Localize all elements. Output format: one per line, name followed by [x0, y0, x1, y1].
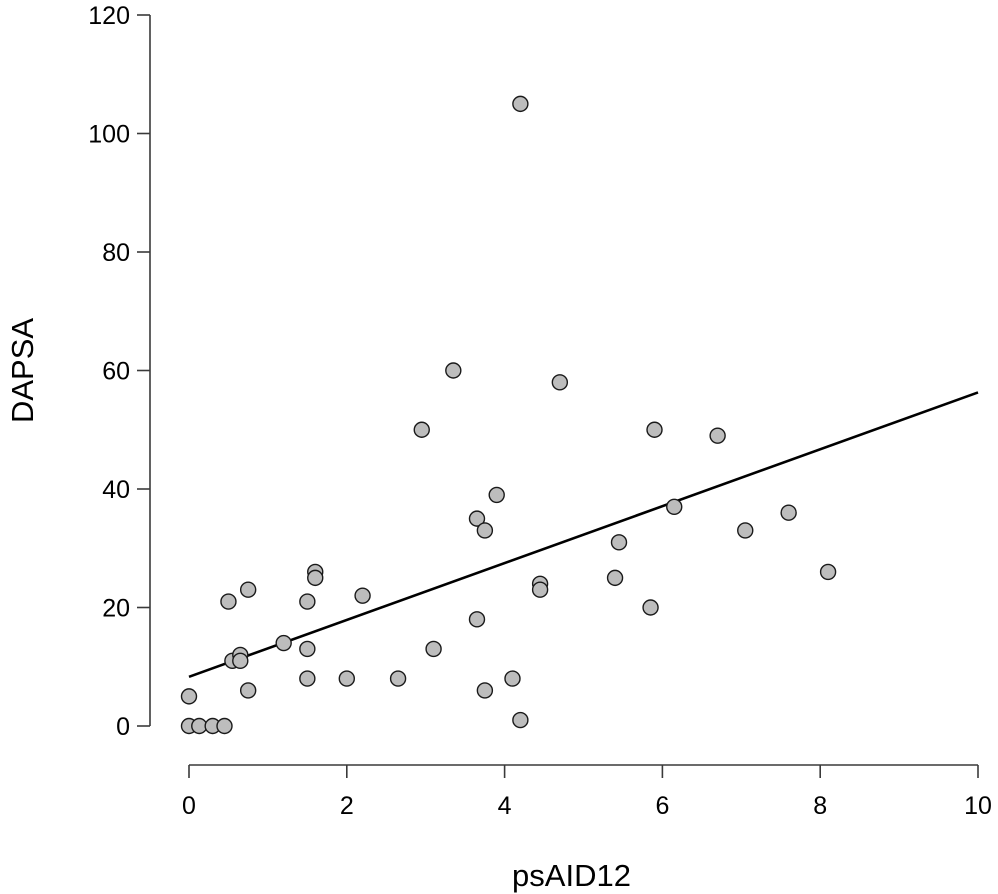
- data-point: [610, 534, 628, 551]
- data-point: [642, 599, 659, 616]
- x-tick-label: 0: [182, 792, 196, 820]
- y-axis: 0 20 40 60 80 100 120: [88, 2, 151, 741]
- data-point: [275, 634, 292, 652]
- data-point: [551, 374, 569, 391]
- data-point: [666, 498, 683, 515]
- data-point: [299, 640, 316, 658]
- data-point: [216, 717, 233, 735]
- data-point: [819, 563, 837, 581]
- data-point: [488, 486, 505, 504]
- y-tick-label: 40: [102, 476, 130, 504]
- x-tick-label: 2: [340, 792, 354, 820]
- data-point: [389, 670, 407, 687]
- data-point: [512, 711, 529, 729]
- y-axis-title: DAPSA: [5, 318, 40, 423]
- data-point: [354, 587, 371, 604]
- data-point: [299, 593, 316, 610]
- x-axis: 0 2 4 6 8 10: [182, 764, 992, 820]
- data-point: [307, 569, 324, 587]
- y-tick-label: 0: [116, 713, 130, 741]
- data-point: [425, 640, 442, 658]
- data-point: [180, 688, 198, 705]
- data-point: [780, 504, 797, 521]
- data-point: [476, 522, 494, 539]
- data-points: [180, 95, 837, 735]
- y-tick-label: 80: [102, 239, 130, 267]
- x-tick-label: 10: [964, 792, 992, 820]
- data-point: [445, 362, 462, 379]
- data-point: [476, 682, 494, 699]
- data-point: [338, 670, 355, 687]
- x-tick-label: 8: [813, 792, 827, 820]
- regression-line: [188, 391, 979, 679]
- data-point: [646, 421, 663, 438]
- data-point: [413, 421, 430, 438]
- y-ticks: 0 20 40 60 80 100 120: [88, 2, 150, 741]
- data-point: [737, 522, 754, 539]
- data-point: [299, 670, 316, 687]
- data-point: [239, 581, 257, 598]
- data-point: [239, 682, 257, 699]
- y-tick-label: 60: [102, 358, 130, 386]
- data-point: [531, 581, 549, 598]
- data-point: [512, 95, 529, 113]
- x-axis-title: psAID12: [512, 858, 631, 893]
- y-tick-label: 120: [88, 2, 130, 30]
- data-point: [468, 510, 486, 527]
- data-point: [606, 569, 624, 587]
- y-tick-label: 20: [102, 595, 130, 623]
- data-point: [232, 652, 249, 670]
- data-point: [709, 427, 726, 444]
- x-tick-label: 6: [655, 792, 669, 820]
- data-point: [220, 593, 237, 610]
- data-point: [468, 611, 486, 628]
- y-tick-label: 100: [88, 121, 130, 149]
- data-point: [504, 670, 521, 687]
- x-tick-label: 4: [498, 792, 512, 820]
- x-ticks: 0 2 4 6 8 10: [182, 765, 992, 820]
